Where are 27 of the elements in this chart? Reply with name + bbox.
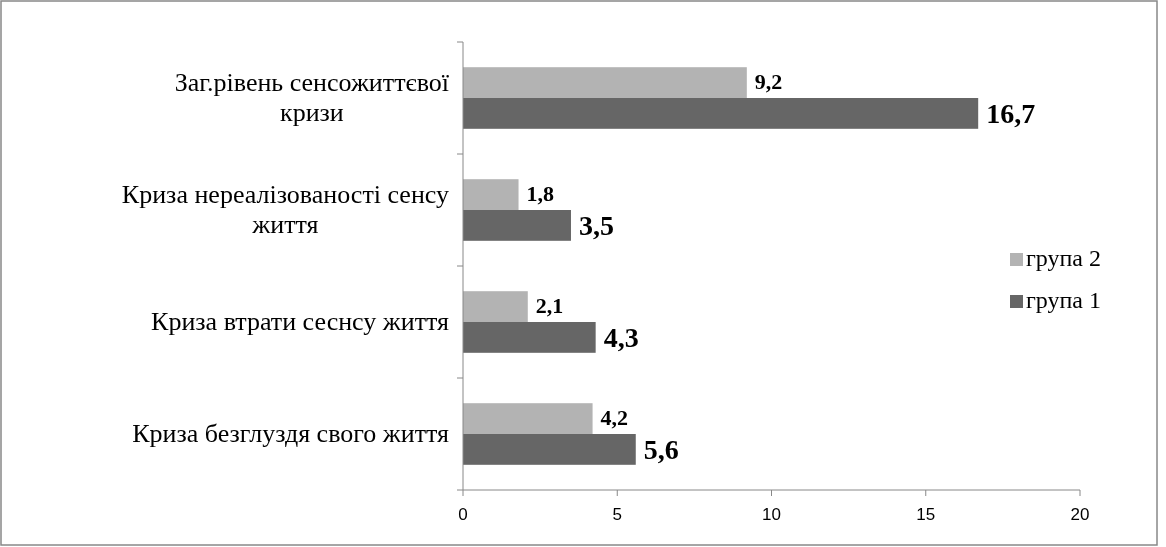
data-label: 3,5 [578, 210, 614, 242]
bar [463, 291, 528, 322]
legend-label: група 2 [1026, 245, 1102, 271]
x-tick-label: 5 [612, 505, 622, 524]
data-label: 4,3 [603, 322, 639, 354]
y-tick-label: Криза нереалізованості сенсу життя [121, 180, 449, 239]
bar [463, 210, 571, 241]
bar [463, 98, 979, 129]
bar [463, 179, 519, 210]
x-tick-label: 10 [762, 505, 781, 524]
data-label: 5,6 [643, 434, 679, 466]
data-label: 9,2 [754, 68, 783, 94]
data-label: 4,2 [600, 404, 629, 430]
bar [463, 67, 747, 98]
y-tick-label: Криза втрати сеснсу життя [151, 307, 450, 336]
x-tick-label: 0 [458, 505, 468, 524]
y-tick-label: Криза безглуздя свого життя [132, 419, 450, 448]
legend-label: група 1 [1026, 287, 1102, 313]
bar [463, 322, 596, 353]
bar [463, 403, 593, 434]
data-label: 16,7 [986, 98, 1036, 130]
data-label: 1,8 [526, 180, 555, 206]
x-tick-label: 20 [1070, 505, 1090, 524]
y-tick-label: Заг.рівень сенсожиттєвої кризи [174, 68, 450, 127]
x-tick-label: 15 [916, 505, 936, 524]
data-label: 2,1 [535, 292, 564, 318]
bar [463, 434, 636, 465]
